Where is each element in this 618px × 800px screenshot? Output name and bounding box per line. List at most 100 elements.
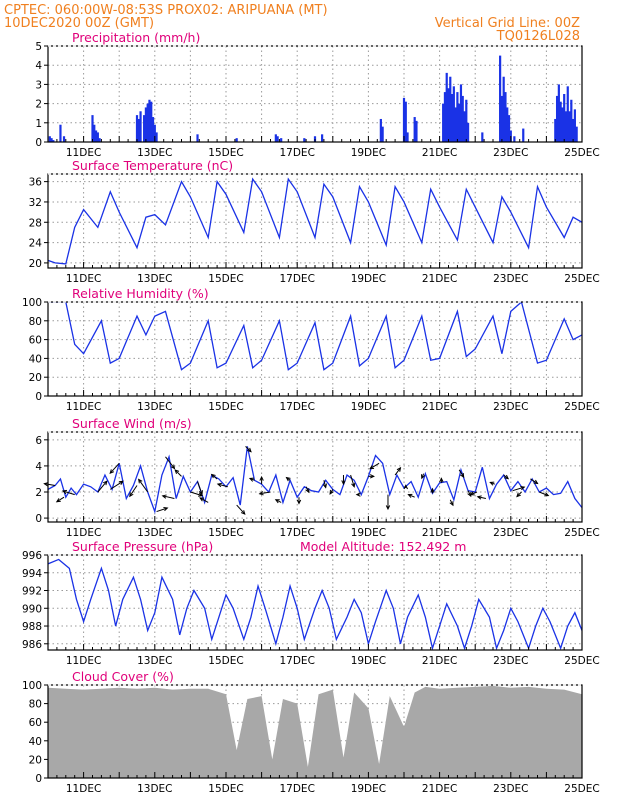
header-line1: CPTEC: 060:00W-08:53S PROX02: ARIPUANA (… bbox=[4, 3, 328, 18]
y-tick-label: 3 bbox=[35, 79, 42, 91]
wind-arrow-head bbox=[174, 469, 180, 474]
precip-bar bbox=[404, 101, 407, 142]
wind-arrow-head bbox=[369, 474, 375, 479]
wind-arrow-head bbox=[407, 493, 413, 498]
precip-bar bbox=[454, 107, 457, 142]
x-tick-label: 15DEC bbox=[208, 147, 243, 159]
precip-bar bbox=[48, 136, 51, 142]
wind-arrow bbox=[369, 462, 380, 470]
x-tick-label: 15DEC bbox=[208, 655, 243, 667]
precip-bar bbox=[91, 115, 94, 142]
wind-arrow-head bbox=[341, 480, 346, 486]
panel-title: Surface Pressure (hPa) bbox=[72, 539, 213, 554]
wind-arrow-head bbox=[467, 492, 472, 498]
y-tick-label: 5 bbox=[35, 41, 42, 53]
wind-arrow-head bbox=[61, 489, 68, 495]
wind-arrow-head bbox=[274, 499, 280, 504]
y-tick-label: 80 bbox=[29, 316, 42, 328]
precip-bar bbox=[561, 107, 564, 142]
y-tick-label: 0 bbox=[35, 773, 42, 785]
precip-bar bbox=[563, 94, 566, 142]
wind-arrow bbox=[323, 480, 327, 488]
y-tick-label: 2 bbox=[35, 487, 42, 499]
wind-arrow-head bbox=[520, 485, 526, 491]
wind-arrow bbox=[156, 507, 168, 513]
precip-bar bbox=[155, 132, 158, 142]
precip-bar bbox=[144, 107, 147, 142]
y-tick-label: 4 bbox=[35, 461, 42, 473]
x-tick-label: 19DEC bbox=[351, 147, 386, 159]
wind-arrow bbox=[236, 504, 246, 515]
precip-bar bbox=[98, 138, 101, 142]
wind-arrow bbox=[56, 496, 65, 503]
wind-arrow-head bbox=[199, 497, 205, 502]
x-tick-label: 21DEC bbox=[422, 273, 457, 285]
precip-bar bbox=[506, 107, 509, 142]
x-tick-label: 11DEC bbox=[66, 655, 101, 667]
panel-title: Cloud Cover (%) bbox=[72, 669, 174, 684]
precip-bar bbox=[321, 134, 324, 142]
precip-bar bbox=[481, 132, 484, 142]
wind-arrow bbox=[350, 474, 355, 487]
wind-arrow bbox=[477, 496, 486, 500]
wind-arrow bbox=[44, 483, 56, 486]
wind-arrow-head bbox=[396, 466, 402, 472]
panel-0: 0 1 2 3 4 5 11DEC 13DEC 15DEC 17DEC 19DEC 21DEC 23DE… bbox=[35, 30, 599, 159]
x-tick-label: 19DEC bbox=[351, 655, 386, 667]
y-tick-label: 992 bbox=[22, 586, 42, 598]
y-tick-label: 2 bbox=[35, 99, 42, 111]
precip-bar bbox=[148, 99, 151, 142]
wind-arrow bbox=[245, 445, 252, 453]
wind-arrow bbox=[512, 486, 525, 492]
x-tick-label: 25DEC bbox=[564, 401, 599, 413]
header-date: 10DEC2020 00Z (GMT) bbox=[4, 16, 154, 31]
precip-bar bbox=[96, 132, 99, 142]
wind-arrow-head bbox=[248, 477, 255, 482]
precip-bar bbox=[143, 115, 146, 142]
y-tick-label: 990 bbox=[22, 603, 42, 615]
wind-arrow bbox=[458, 469, 465, 478]
panel-frame bbox=[47, 173, 583, 269]
panel-2: 0 20 40 60 80 100 11DEC 13DEC 15DEC 17DEC 19DEC 21D… bbox=[22, 286, 600, 413]
wind-arrow-head bbox=[516, 492, 521, 498]
wind-arrow bbox=[259, 491, 271, 495]
precip-bar bbox=[93, 124, 96, 142]
x-tick-label: 23DEC bbox=[493, 655, 528, 667]
y-tick-label: 32 bbox=[29, 197, 42, 209]
precip-bar bbox=[573, 109, 576, 142]
wind-arrow-head bbox=[305, 488, 310, 494]
wind-arrow bbox=[174, 469, 182, 477]
precip-bar bbox=[379, 118, 382, 142]
y-tick-label: 20 bbox=[29, 258, 42, 270]
precip-bar bbox=[522, 128, 525, 142]
wind-arrow-head bbox=[403, 484, 408, 490]
wind-arrow-head bbox=[118, 480, 124, 485]
wind-arrow bbox=[190, 491, 203, 497]
x-tick-label: 13DEC bbox=[137, 783, 172, 795]
precip-bar bbox=[564, 111, 568, 142]
x-tick-label: 11DEC bbox=[66, 401, 101, 413]
x-tick-label: 23DEC bbox=[493, 147, 528, 159]
wind-arrow-head bbox=[198, 492, 204, 497]
wind-arrow-head bbox=[322, 483, 328, 489]
wind-arrow-head bbox=[198, 490, 203, 496]
wind-arrow-head bbox=[247, 447, 252, 453]
y-tick-label: 36 bbox=[29, 177, 43, 189]
x-tick-label: 13DEC bbox=[137, 147, 172, 159]
x-tick-label: 17DEC bbox=[279, 273, 314, 285]
wind-arrow-head bbox=[240, 510, 246, 515]
header-model-code: TQ0126L028 bbox=[496, 29, 580, 44]
y-tick-label: 24 bbox=[29, 238, 43, 250]
precip-bar bbox=[447, 88, 450, 142]
precip-bar bbox=[566, 86, 569, 142]
x-tick-label: 25DEC bbox=[564, 783, 599, 795]
series-line bbox=[48, 302, 582, 371]
precip-bar bbox=[445, 72, 448, 142]
wind-arrow-head bbox=[55, 498, 61, 503]
panel-4: 986 988 990 992 994 996 11DEC 13DEC 15DEC 17DEC 19… bbox=[22, 539, 600, 667]
precip-bar bbox=[443, 92, 447, 142]
precip-bar bbox=[94, 130, 98, 142]
x-tick-label: 17DEC bbox=[279, 401, 314, 413]
x-tick-label: 19DEC bbox=[351, 783, 386, 795]
x-tick-label: 19DEC bbox=[351, 401, 386, 413]
